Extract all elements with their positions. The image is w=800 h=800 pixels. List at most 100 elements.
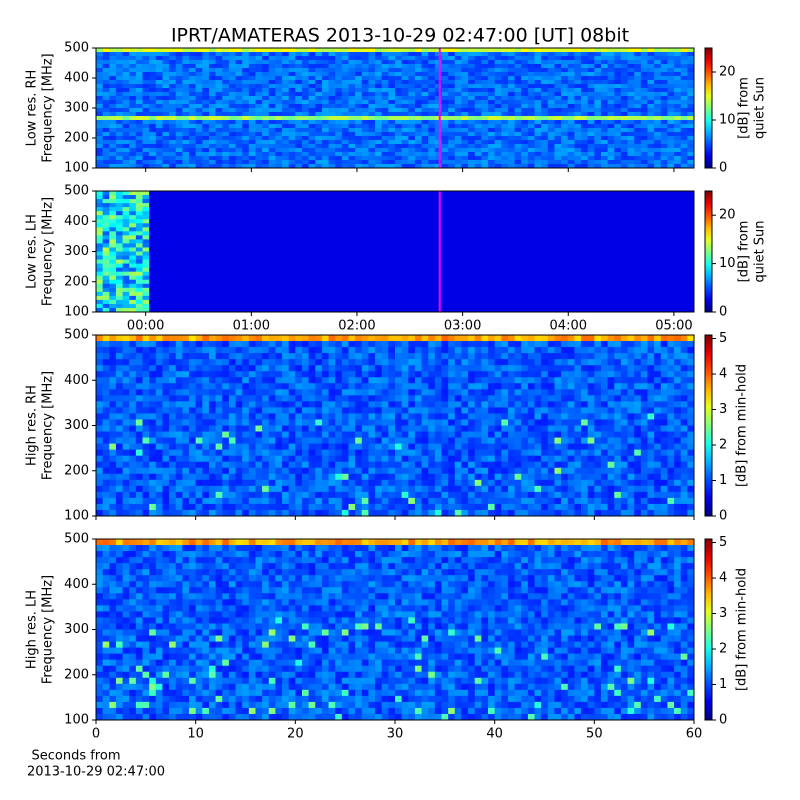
spectrogram-cell — [441, 255, 449, 261]
spectrogram-cell — [135, 203, 144, 208]
spectrogram-cell — [129, 251, 137, 257]
spectrogram-cell — [268, 164, 276, 169]
spectrogram-cell — [395, 239, 403, 244]
spectrogram-cell — [195, 211, 203, 216]
spectrogram-cell — [567, 195, 575, 200]
spectrogram-cell — [149, 152, 157, 157]
spectrogram-cell — [680, 195, 688, 200]
spectrogram-cell — [375, 148, 383, 153]
spectrogram-cell — [96, 227, 104, 232]
spectrogram-cell — [301, 72, 310, 77]
spectrogram-cell — [674, 104, 682, 109]
spectrogram-cell — [288, 271, 296, 277]
spectrogram-cell — [355, 275, 363, 281]
spectrogram-cell — [454, 156, 462, 161]
spectrogram-cell — [388, 235, 396, 240]
spectrogram-cell — [282, 211, 290, 216]
spectrogram-cell — [129, 203, 137, 208]
spectrogram-cell — [614, 247, 622, 252]
spectrogram-cell — [494, 203, 502, 208]
spectrogram-cell — [122, 124, 130, 129]
spectrogram-cell — [527, 152, 536, 157]
spectrogram-cell — [175, 48, 183, 53]
spectrogram-cell — [527, 100, 536, 105]
spectrogram-cell — [587, 116, 595, 121]
spectrogram-cell — [235, 76, 243, 81]
spectrogram-cell — [135, 72, 144, 77]
spectrogram-cell — [328, 247, 336, 252]
spectrogram-cell — [228, 235, 237, 240]
spectrogram-cell — [202, 100, 210, 105]
spectrogram-cell — [169, 239, 177, 244]
spectrogram-cell — [561, 231, 569, 236]
spectrogram-cell — [647, 223, 655, 228]
spectrogram-cell — [189, 108, 197, 113]
spectrogram-cell — [521, 48, 529, 53]
spectrogram-cell — [507, 156, 516, 161]
spectrogram-cell — [514, 223, 522, 228]
spectrogram-cell — [189, 84, 197, 89]
spectrogram-cell — [514, 100, 522, 105]
spectrogram-cell — [468, 255, 476, 261]
spectrogram-cell — [381, 128, 389, 133]
spectrogram-cell — [122, 108, 130, 113]
spectrogram-cell — [182, 275, 190, 281]
spectrogram-cell — [222, 52, 230, 57]
spectrogram-cell — [614, 231, 622, 236]
spectrogram-cell — [468, 191, 476, 196]
spectrogram-cell — [122, 259, 130, 265]
spectrogram-cell — [169, 207, 177, 212]
spectrogram-cell — [228, 140, 237, 145]
spectrogram-cell — [607, 207, 615, 212]
spectrogram-cell — [228, 227, 237, 232]
spectrogram-cell — [667, 108, 675, 113]
spectrogram-cell — [474, 160, 482, 165]
spectrogram-cell — [262, 283, 270, 289]
spectrogram-cell — [208, 144, 217, 149]
spectrogram-cell — [215, 116, 223, 121]
spectrogram-cell — [481, 112, 489, 117]
spectrogram-cell — [275, 140, 283, 145]
spectrogram-cell — [594, 287, 602, 293]
spectrogram-cell — [348, 164, 356, 169]
spectrogram-cell — [527, 56, 536, 61]
spectrogram-cell — [448, 160, 456, 165]
spectrogram-cell — [388, 48, 396, 53]
spectrogram-cell — [381, 263, 389, 269]
spectrogram-cell — [474, 271, 482, 277]
spectrogram-cell — [235, 96, 243, 101]
spectrogram-cell — [122, 251, 130, 257]
spectrogram-cell — [375, 207, 383, 212]
spectrogram-cell — [135, 227, 144, 232]
spectrogram-cell — [155, 80, 163, 85]
spectrogram-cell — [627, 140, 635, 145]
spectrogram-cell — [275, 271, 283, 277]
spectrogram-cell — [348, 80, 356, 85]
spectrogram-cell — [554, 223, 562, 228]
spectrogram-cell — [129, 211, 137, 216]
spectrogram-cell — [149, 164, 157, 169]
spectrogram-cell — [202, 251, 210, 257]
spectrogram-cell — [620, 215, 629, 220]
spectrogram-cell — [268, 100, 276, 105]
spectrogram-cell — [501, 191, 509, 196]
spectrogram-cell — [135, 56, 144, 61]
spectrogram-cell — [634, 259, 642, 265]
spectrogram-cell — [627, 60, 635, 65]
spectrogram-cell — [195, 195, 203, 200]
spectrogram-cell — [620, 203, 629, 208]
spectrogram-cell — [142, 271, 150, 277]
spectrogram-cell — [687, 247, 695, 252]
spectrogram-cell — [395, 148, 403, 153]
spectrogram-cell — [388, 191, 396, 196]
spectrogram-cell — [647, 128, 655, 133]
spectrogram-cell — [109, 239, 117, 244]
spectrogram-cell — [355, 52, 363, 57]
spectrogram-cell — [288, 108, 296, 113]
spectrogram-cell — [348, 243, 356, 248]
spectrogram-cell — [328, 140, 336, 145]
spectrogram-cell — [341, 235, 349, 240]
spectrogram-cell — [421, 72, 429, 77]
spectrogram-cell — [401, 88, 409, 93]
spectrogram-cell — [208, 283, 217, 289]
